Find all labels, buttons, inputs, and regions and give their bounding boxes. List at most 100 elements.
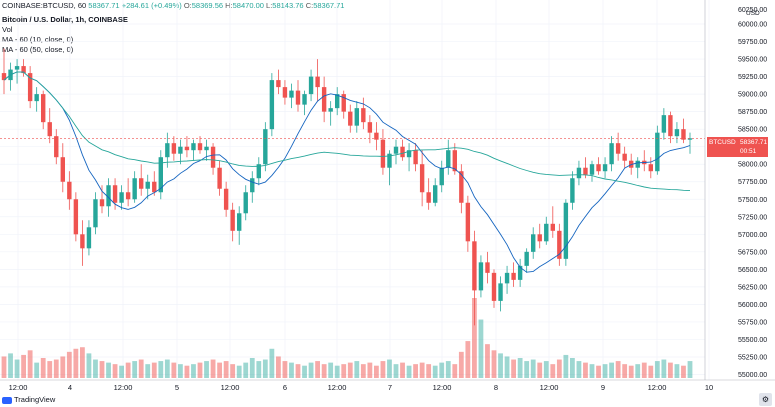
high-value: 58470.00 xyxy=(232,1,264,10)
volume-bar xyxy=(158,361,164,378)
volume-bar xyxy=(498,353,503,378)
volume-bar xyxy=(550,364,556,378)
candle-body xyxy=(354,108,359,126)
symbol-line: COINBASE:BTCUSD, 60 xyxy=(2,1,87,10)
price-tick-label: 55250.00 xyxy=(738,354,767,361)
candle-body xyxy=(243,192,248,214)
candle-body xyxy=(511,272,516,280)
volume-bar xyxy=(282,361,288,378)
candle-body xyxy=(589,164,595,175)
candle-body xyxy=(602,164,608,172)
volume-bar xyxy=(119,365,124,378)
candle-body xyxy=(295,90,301,105)
volume-bar xyxy=(635,364,641,378)
volume-bar xyxy=(276,356,281,378)
volume-bar xyxy=(354,361,360,378)
candle-body xyxy=(27,73,33,102)
volume-bar xyxy=(472,298,477,378)
candle-body xyxy=(191,143,196,151)
candle-body xyxy=(217,167,222,189)
ma10-legend[interactable]: MA - 60 (10, close, 0) xyxy=(2,35,74,44)
volume-bar xyxy=(112,364,118,378)
volume-bar xyxy=(576,361,582,378)
price-tag-countdown: 00:51 xyxy=(740,148,757,155)
chart-title[interactable]: Bitcoin / U.S. Dollar, 1h, COINBASE xyxy=(2,15,128,24)
candle-body xyxy=(341,94,346,112)
price-tick-label: 58500.00 xyxy=(738,127,767,134)
volume-bar xyxy=(99,361,105,378)
candle-body xyxy=(80,234,85,249)
candle-body xyxy=(86,227,92,249)
candle-body xyxy=(263,129,268,165)
volume-bar xyxy=(439,362,445,378)
close-label: C: xyxy=(305,1,314,10)
volume-bar xyxy=(347,362,353,378)
time-tick-label: 12:00 xyxy=(114,383,133,392)
candle-body xyxy=(106,185,111,207)
volume-bar xyxy=(53,359,59,378)
price-change: +284.61 (+0.49%) xyxy=(121,1,182,10)
volume-legend[interactable]: Vol xyxy=(2,25,13,34)
volume-bar xyxy=(400,362,405,378)
volume-bar xyxy=(125,362,131,378)
volume-bar xyxy=(648,365,654,378)
time-tick-label: 12:00 xyxy=(540,383,559,392)
candle-body xyxy=(14,66,20,70)
volume-bar xyxy=(151,362,157,378)
volume-bar xyxy=(66,351,72,378)
candle-body xyxy=(348,111,353,126)
volume-bar xyxy=(543,361,549,378)
volume-bar xyxy=(289,362,294,378)
volume-bar xyxy=(452,364,458,378)
time-tick-label: 12:00 xyxy=(433,383,452,392)
time-tick-label: 9 xyxy=(601,383,605,392)
tradingview-label: TradingView xyxy=(14,395,56,404)
volume-bar xyxy=(210,359,216,378)
candle-body xyxy=(276,80,281,88)
price-tick-label: 57250.00 xyxy=(738,214,767,221)
candle-body xyxy=(576,167,582,179)
candle-body xyxy=(387,153,392,168)
volume-bar xyxy=(138,359,144,378)
candle-body xyxy=(250,178,255,193)
tradingview-logo[interactable]: TradingView xyxy=(2,395,55,404)
ma50-legend[interactable]: MA - 60 (50, close, 0) xyxy=(2,45,74,54)
candle-body xyxy=(41,94,46,123)
volume-bar xyxy=(530,359,536,378)
volume-bar xyxy=(334,365,340,378)
candle-body xyxy=(439,167,444,186)
candle-body xyxy=(687,138,693,140)
candle-body xyxy=(165,143,170,158)
volume-bar xyxy=(661,359,667,378)
volume-bar xyxy=(315,361,320,378)
ma10-line xyxy=(3,71,691,273)
volume-bar xyxy=(615,361,621,378)
price-tag-symbol: BTCUSD xyxy=(709,139,736,146)
time-tick-label: 12:00 xyxy=(328,383,347,392)
candle-body xyxy=(125,192,131,200)
volume-bar xyxy=(223,361,229,378)
volume-bar xyxy=(374,365,379,378)
candle-body xyxy=(132,178,137,200)
volume-bar xyxy=(256,361,262,378)
high-label: H: xyxy=(225,1,233,10)
price-tick-label: 55000.00 xyxy=(738,372,767,379)
candle-body xyxy=(400,146,405,158)
candle-body xyxy=(269,80,275,130)
currency-label[interactable]: USD xyxy=(746,10,760,17)
volume-bar xyxy=(197,362,203,378)
candle-body xyxy=(93,199,98,228)
volume-bar xyxy=(93,359,98,378)
volume-bar xyxy=(458,351,464,378)
candle-body xyxy=(419,164,425,193)
volume-bar xyxy=(602,364,608,378)
gear-icon[interactable]: ⚙ xyxy=(759,393,772,406)
candle-body xyxy=(681,129,686,140)
candle-body xyxy=(498,283,503,301)
volume-bar xyxy=(622,364,628,378)
price-tick-label: 57500.00 xyxy=(738,197,767,204)
volume-bar xyxy=(262,359,268,378)
volume-bar xyxy=(106,362,111,378)
candle-body xyxy=(302,94,307,105)
